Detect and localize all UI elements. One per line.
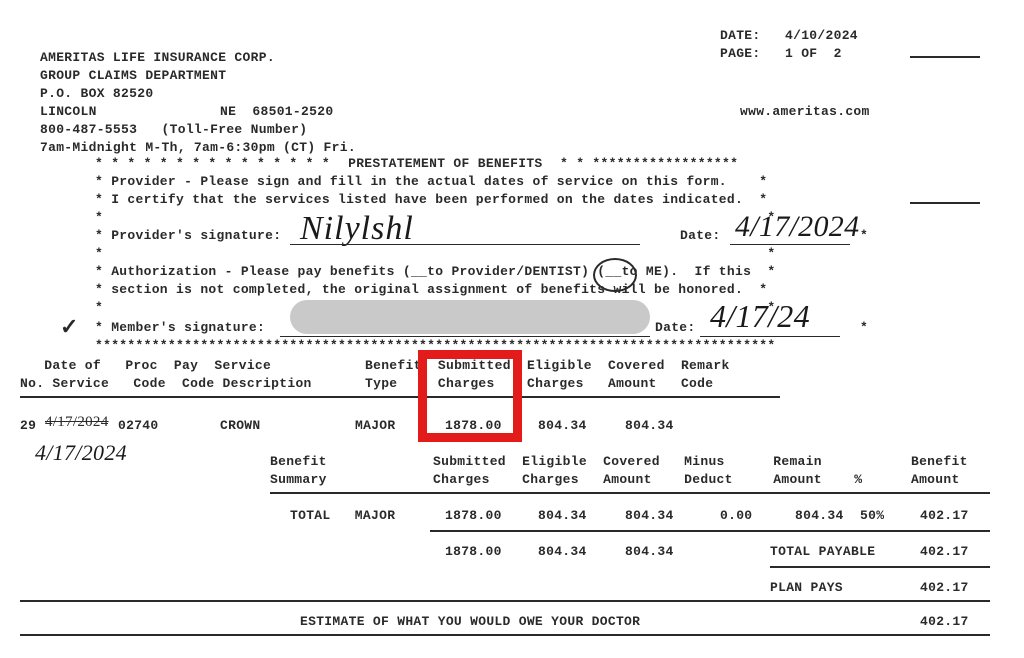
total-label: TOTAL MAJOR — [290, 508, 395, 523]
total-submitted: 1878.00 — [445, 508, 502, 523]
document-page: DATE: 4/10/2024 PAGE: 1 OF 2 AMERITAS LI… — [0, 0, 1024, 658]
grand-submitted: 1878.00 — [445, 544, 502, 559]
provider-date-label: Date: — [680, 228, 721, 243]
prestatement-title: PRESTATEMENT OF BENEFITS — [340, 156, 551, 171]
rule-right-2 — [910, 202, 980, 204]
estimate-label: ESTIMATE OF WHAT YOU WOULD OWE YOUR DOCT… — [300, 614, 640, 629]
authorization-1: * Authorization - Please pay benefits (_… — [95, 264, 776, 279]
website: www.ameritas.com — [740, 104, 870, 119]
page-value: 1 OF 2 — [785, 46, 842, 61]
grand-eligible: 804.34 — [538, 544, 587, 559]
row-date-struck: 4/17/2024 — [45, 414, 109, 431]
total-eligible: 804.34 — [538, 508, 587, 523]
check-mark: ✓ — [60, 314, 79, 340]
member-date: 4/17/24 — [710, 298, 810, 335]
total-pct: 50% — [860, 508, 884, 523]
total-payable-label: TOTAL PAYABLE — [770, 544, 875, 559]
total-remain: 804.34 — [795, 508, 844, 523]
provider-instruction-2: * I certify that the services listed hav… — [95, 192, 767, 207]
circled-to-me — [593, 258, 637, 292]
member-date-line — [700, 336, 840, 337]
total-payable: 402.17 — [920, 544, 969, 559]
total-covered: 804.34 — [625, 508, 674, 523]
blank-star-row-1: * * — [95, 210, 776, 225]
table-header-rule — [20, 396, 780, 398]
summary-header-rule — [270, 492, 990, 494]
provider-signature-line — [290, 244, 640, 245]
total-minus: 0.00 — [720, 508, 752, 523]
row-covered: 804.34 — [625, 418, 674, 433]
payable-rule — [770, 566, 990, 568]
provider-instruction-1: * Provider - Please sign and fill in the… — [95, 174, 767, 189]
provider-date: 4/17/2024 — [735, 210, 859, 244]
member-signature-redacted — [290, 300, 650, 334]
member-date-label: Date: — [655, 320, 696, 335]
rule-top-right — [910, 56, 980, 58]
plan-pays-rule — [20, 600, 990, 602]
summary-label-2: Summary — [270, 472, 327, 487]
row-code: 02740 — [118, 418, 159, 433]
blank-star-row-2: * * — [95, 246, 776, 261]
row-no: 29 — [20, 418, 36, 433]
po-box: P.O. BOX 82520 — [40, 86, 153, 101]
company-name: AMERITAS LIFE INSURANCE CORP. — [40, 50, 275, 65]
handwritten-date: 4/17/2024 — [35, 440, 127, 466]
summary-header-1: Submitted Eligible Covered Minus Remain … — [433, 454, 968, 469]
page-label: PAGE: — [720, 46, 761, 61]
authorization-2: * section is not completed, the original… — [95, 282, 767, 297]
member-signature-label: * Member's signature: — [95, 320, 265, 335]
table-header-1a: Date of Proc Pay Service — [20, 358, 271, 373]
grand-covered: 804.34 — [625, 544, 674, 559]
stars-left: * * * * * * * * * * * * * * * — [95, 156, 330, 171]
row-type: MAJOR — [355, 418, 396, 433]
hours: 7am-Midnight M-Th, 7am-6:30pm (CT) Fri. — [40, 140, 356, 155]
provider-date-line — [730, 244, 850, 245]
date-label: DATE: — [720, 28, 761, 43]
estimate-rule — [20, 634, 990, 636]
member-signature-line — [280, 336, 650, 337]
highlight-submitted-charges — [418, 350, 522, 442]
department: GROUP CLAIMS DEPARTMENT — [40, 68, 226, 83]
total-benefit: 402.17 — [920, 508, 969, 523]
state-zip: NE 68501-2520 — [220, 104, 333, 119]
totals-rule — [430, 530, 990, 532]
phone: 800-487-5553 (Toll-Free Number) — [40, 122, 307, 137]
stars-right: * * ****************** — [560, 156, 738, 171]
plan-pays-label: PLAN PAYS — [770, 580, 843, 595]
date-value: 4/10/2024 — [785, 28, 858, 43]
plan-pays: 402.17 — [920, 580, 969, 595]
provider-signature-label: * Provider's signature: — [95, 228, 281, 243]
row-desc: CROWN — [220, 418, 261, 433]
summary-label-1: Benefit — [270, 454, 327, 469]
provider-signature: Nilylshl — [300, 210, 414, 248]
estimate-amount: 402.17 — [920, 614, 969, 629]
summary-header-2: Charges Charges Amount Deduct Amount % A… — [433, 472, 960, 487]
row-eligible: 804.34 — [538, 418, 587, 433]
table-header-2a: No. Service Code Code Description — [20, 376, 312, 391]
city: LINCOLN — [40, 104, 97, 119]
